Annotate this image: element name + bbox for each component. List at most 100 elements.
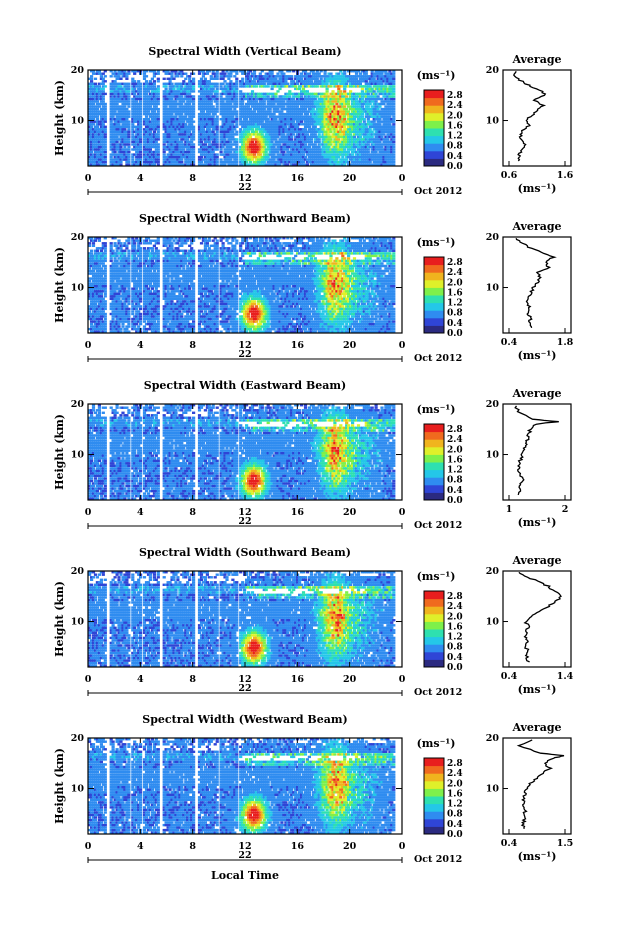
heatmap-cell: [180, 92, 184, 96]
heatmap-cell: [364, 72, 368, 75]
heatmap-cell: [215, 123, 219, 126]
heatmap-cell: [121, 82, 125, 85]
heatmap-cell: [88, 123, 92, 126]
heatmap-cell: [317, 153, 321, 156]
heatmap-cell: [142, 95, 147, 98]
heatmap-cell: [392, 107, 396, 111]
heatmap-cell: [241, 120, 245, 123]
heatmap-cell: [241, 115, 245, 118]
heatmap-cell: [180, 102, 184, 106]
colorbar-swatch: [424, 105, 444, 114]
heatmap-cell: [392, 97, 396, 101]
heatmap-cell: [286, 105, 290, 108]
heatmap-cell: [313, 140, 317, 144]
heatmap-cell: [90, 160, 94, 164]
heatmap-cell: [201, 107, 205, 111]
heatmap-cell: [233, 163, 237, 166]
heatmap-cell: [142, 140, 147, 144]
heatmap-cell: [229, 145, 233, 149]
heatmap-cell: [170, 112, 174, 116]
heatmap-cell: [162, 125, 166, 128]
heatmap-cell: [203, 150, 207, 154]
heatmap-cell: [172, 107, 176, 111]
heatmap-cell: [119, 125, 123, 128]
heatmap-cell: [288, 118, 292, 121]
heatmap-cell: [93, 158, 98, 161]
heatmap-cell: [250, 97, 255, 101]
heatmap-cell: [170, 92, 174, 96]
heatmap-cell: [168, 118, 172, 121]
heatmap-cell: [88, 163, 92, 166]
heatmap-cell: [321, 95, 325, 98]
heatmap-cell: [366, 118, 370, 121]
heatmap-cell: [241, 110, 245, 113]
heatmap-cell: [231, 110, 235, 113]
heatmap-cell: [184, 95, 188, 98]
heatmap-cell: [178, 135, 182, 139]
heatmap-cell: [248, 110, 253, 113]
heatmap-cell: [223, 112, 227, 116]
heatmap-cell: [323, 130, 327, 133]
heatmap-cell: [272, 120, 276, 123]
heatmap-cell: [93, 97, 98, 101]
heatmap-cell: [323, 107, 327, 111]
heatmap-cell: [90, 75, 94, 78]
heatmap-cell: [133, 95, 137, 98]
heatmap-cell: [276, 153, 280, 156]
heatmap-cell: [290, 123, 294, 126]
heatmap-cell: [241, 97, 245, 101]
heatmap-cell: [164, 87, 168, 91]
heatmap-cell: [319, 85, 323, 88]
heatmap-cell: [148, 102, 152, 106]
heatmap-cell: [298, 130, 302, 133]
heatmap-cell: [392, 82, 396, 85]
heatmap-cell: [233, 97, 237, 101]
heatmap-cell: [186, 105, 190, 108]
heatmap-cell: [303, 135, 308, 139]
heatmap-cell: [150, 77, 154, 80]
heatmap-cell: [131, 80, 135, 83]
heatmap-cell: [292, 120, 296, 123]
heatmap-cell: [229, 105, 233, 108]
heatmap-cell: [301, 85, 306, 88]
heatmap-cell: [235, 90, 239, 93]
heatmap-cell: [307, 140, 311, 144]
heatmap-cell: [241, 85, 245, 88]
heatmap-cell: [221, 120, 225, 123]
heatmap-cell: [117, 112, 121, 116]
average-title: Average: [511, 53, 561, 66]
heatmap-cell: [233, 153, 237, 156]
heatmap-cell: [135, 105, 139, 108]
heatmap-cell: [294, 107, 298, 111]
heatmap-cell: [192, 128, 196, 131]
heatmap-cell: [137, 125, 141, 128]
colorbar-tick-label: 2.0: [447, 111, 463, 121]
heatmap-cell: [280, 72, 284, 75]
heatmap-cell: [201, 95, 205, 98]
heatmap-cell: [137, 107, 141, 111]
heatmap-cell: [219, 140, 223, 144]
heatmap-cell: [188, 133, 192, 136]
heatmap-cell: [294, 148, 298, 151]
heatmap-cell: [292, 158, 296, 161]
heatmap-cell: [286, 110, 290, 113]
heatmap-cell: [266, 107, 270, 111]
heatmap-cell: [97, 155, 101, 159]
heatmap-cell: [300, 85, 304, 88]
heatmap-cell: [150, 102, 154, 106]
heatmap-cell: [148, 155, 152, 159]
heatmap-cell: [99, 128, 103, 131]
heatmap-cell: [282, 77, 286, 80]
heatmap-cell: [115, 72, 119, 75]
heatmap-cell: [321, 118, 325, 121]
heatmap-cell: [260, 148, 264, 151]
heatmap-cell: [203, 105, 207, 108]
heatmap-cell: [319, 112, 323, 116]
heatmap-cell: [260, 138, 264, 141]
heatmap-cell: [148, 145, 152, 149]
heatmap-cell: [99, 163, 103, 166]
heatmap-cell: [91, 155, 96, 159]
heatmap-cell: [282, 155, 286, 159]
heatmap-cell: [227, 118, 231, 121]
heatmap-cell: [374, 100, 378, 103]
